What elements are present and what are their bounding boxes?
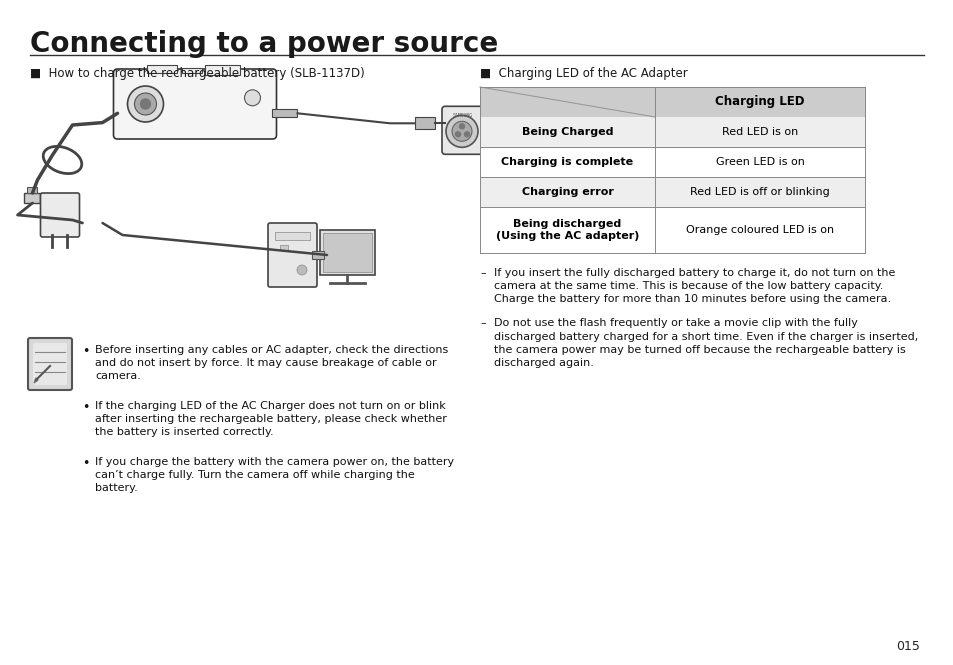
- Bar: [273, 109, 297, 117]
- Circle shape: [464, 132, 469, 137]
- Bar: [415, 117, 435, 129]
- Text: •: •: [82, 457, 90, 470]
- FancyBboxPatch shape: [113, 69, 276, 139]
- Bar: [319, 230, 375, 275]
- Text: If you charge the battery with the camera power on, the battery
can’t charge ful: If you charge the battery with the camer…: [95, 457, 454, 493]
- Bar: [479, 147, 864, 177]
- Bar: [25, 193, 40, 203]
- Text: If you insert the fully discharged battery to charge it, do not turn on the
came: If you insert the fully discharged batte…: [494, 268, 895, 305]
- Circle shape: [128, 86, 163, 122]
- FancyBboxPatch shape: [28, 338, 71, 390]
- FancyBboxPatch shape: [441, 106, 482, 154]
- Circle shape: [452, 121, 472, 141]
- Text: Charging error: Charging error: [521, 187, 613, 197]
- Bar: [280, 245, 288, 250]
- Text: •: •: [82, 345, 90, 358]
- Text: Red LED is on: Red LED is on: [721, 127, 798, 137]
- Circle shape: [140, 99, 151, 109]
- Bar: [274, 232, 310, 240]
- Text: •: •: [82, 401, 90, 414]
- Text: Charging LED: Charging LED: [715, 96, 804, 108]
- Text: 015: 015: [895, 640, 919, 653]
- FancyBboxPatch shape: [268, 223, 316, 287]
- Text: ■  How to charge the rechargeable battery (SLB-1137D): ■ How to charge the rechargeable battery…: [30, 67, 364, 80]
- Text: Before inserting any cables or AC adapter, check the directions
and do not inser: Before inserting any cables or AC adapte…: [95, 345, 448, 382]
- Circle shape: [446, 115, 477, 148]
- Text: Connecting to a power source: Connecting to a power source: [30, 30, 497, 58]
- Text: Green LED is on: Green LED is on: [715, 157, 803, 167]
- Bar: [205, 65, 240, 75]
- Text: If the charging LED of the AC Charger does not turn on or blink
after inserting : If the charging LED of the AC Charger do…: [95, 401, 446, 438]
- Text: Red LED is off or blinking: Red LED is off or blinking: [689, 187, 829, 197]
- Text: –: –: [479, 268, 485, 278]
- Text: Being Charged: Being Charged: [521, 127, 613, 137]
- Bar: [479, 117, 864, 147]
- Bar: [479, 87, 864, 117]
- Bar: [28, 187, 37, 193]
- Text: SAMSUNG: SAMSUNG: [453, 113, 473, 118]
- Text: Being discharged
(Using the AC adapter): Being discharged (Using the AC adapter): [496, 219, 639, 241]
- Bar: [323, 233, 372, 272]
- Polygon shape: [34, 378, 38, 383]
- Text: Do not use the flash frequently or take a movie clip with the fully
discharged b: Do not use the flash frequently or take …: [494, 319, 918, 368]
- FancyBboxPatch shape: [40, 193, 79, 237]
- Circle shape: [296, 265, 307, 275]
- Bar: [312, 251, 324, 259]
- Text: ■  Charging LED of the AC Adapter: ■ Charging LED of the AC Adapter: [479, 67, 687, 80]
- Circle shape: [134, 93, 156, 115]
- Circle shape: [244, 90, 260, 106]
- Text: –: –: [479, 319, 485, 329]
- Bar: [148, 65, 177, 73]
- Circle shape: [455, 132, 460, 137]
- Text: Charging is complete: Charging is complete: [501, 157, 633, 167]
- Bar: [33, 343, 67, 385]
- Bar: [479, 177, 864, 207]
- Bar: [182, 68, 202, 73]
- Circle shape: [459, 124, 464, 129]
- Text: Orange coloured LED is on: Orange coloured LED is on: [685, 225, 833, 235]
- Bar: [479, 207, 864, 253]
